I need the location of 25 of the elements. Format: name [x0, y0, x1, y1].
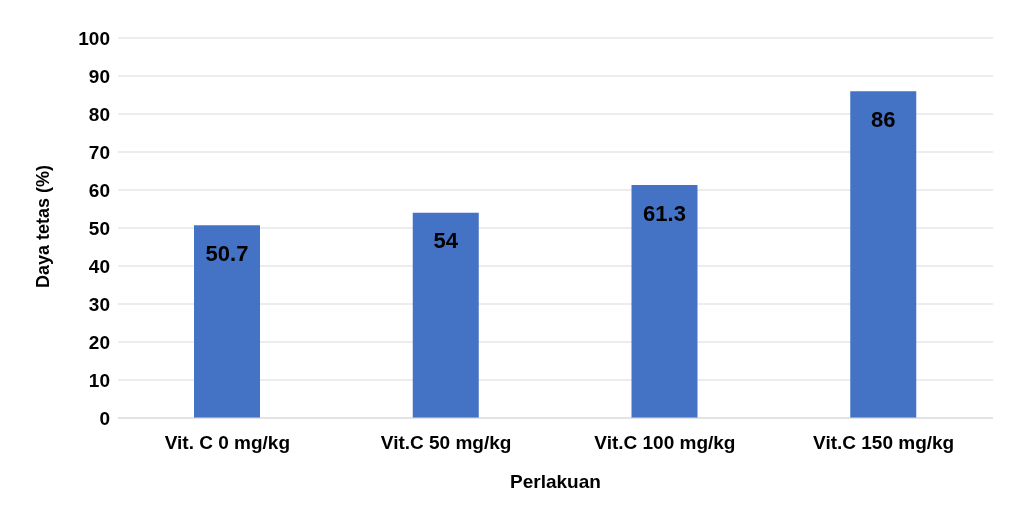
x-tick-label: Vit.C 150 mg/kg [813, 432, 955, 454]
y-tick-label: 80 [88, 103, 110, 125]
x-axis-title: Perlakuan [510, 471, 601, 492]
x-tick-label: Vit.C 100 mg/kg [594, 432, 736, 454]
y-tick-label: 40 [88, 255, 110, 277]
y-tick-label: 30 [88, 293, 110, 315]
x-tick-label: Vit. C 0 mg/kg [164, 432, 291, 454]
y-tick-label: 10 [88, 369, 110, 391]
bar [194, 225, 260, 418]
data-label: 50.7 [205, 240, 249, 266]
data-label: 86 [871, 106, 896, 132]
y-tick-label: 50 [88, 217, 110, 239]
bar [631, 185, 698, 418]
y-tick-label: 60 [88, 179, 110, 201]
y-tick-label: 70 [88, 141, 110, 163]
y-tick-label: 0 [99, 407, 110, 429]
data-label: 61.3 [643, 200, 686, 226]
y-tick-label: 90 [88, 65, 110, 87]
y-tick-label: 20 [88, 331, 110, 353]
bar [412, 212, 479, 418]
bar [850, 91, 917, 418]
y-tick-label: 100 [78, 27, 110, 49]
x-tick-label: Vit.C 50 mg/kg [380, 432, 512, 454]
data-label: 54 [433, 228, 459, 254]
y-axis-title: Daya tetas (%) [33, 164, 54, 288]
